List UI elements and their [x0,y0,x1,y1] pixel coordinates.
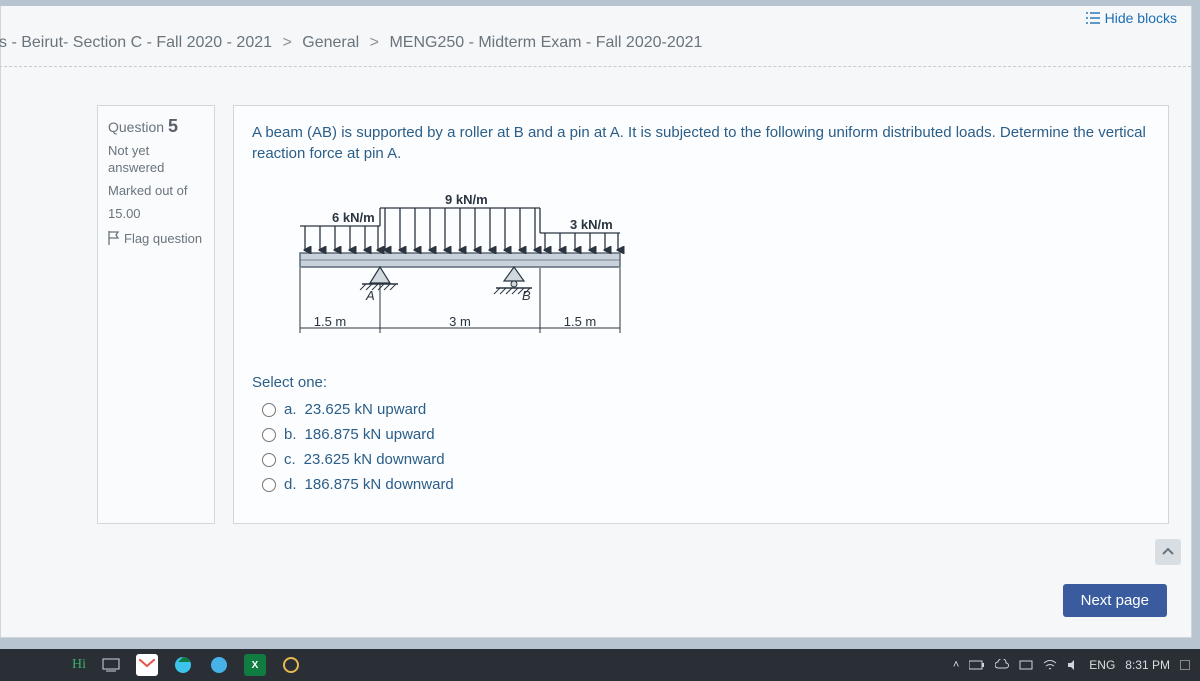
answer-letter: d. [284,474,297,495]
hide-blocks-label: Hide blocks [1105,10,1177,26]
cortana-text[interactable]: Hi [72,657,86,673]
volume-icon[interactable] [1067,659,1079,671]
svg-text:3 m: 3 m [449,314,471,329]
svg-text:1.5 m: 1.5 m [314,314,347,329]
tray-time[interactable]: 8:31 PM [1125,658,1170,672]
question-number-value: 5 [168,116,178,136]
windows-taskbar[interactable]: Hi X ˄ ENG 8:31 PM [0,649,1200,681]
battery-icon[interactable] [969,659,985,671]
app-icon[interactable] [280,654,302,676]
question-status: Not yet answered [108,143,204,177]
select-one-label: Select one: [252,372,1150,393]
flag-question-link[interactable]: Flag question [108,231,204,246]
next-page-button[interactable]: Next page [1063,584,1167,617]
answer-options: a. 23.625 kN upward b. 186.875 kN upward… [262,399,1150,495]
page-container: Hide blocks s - Beirut- Section C - Fall… [0,6,1192,638]
answer-option[interactable]: a. 23.625 kN upward [262,399,1150,420]
svg-text:B: B [522,288,531,303]
answer-radio[interactable] [262,478,276,492]
wifi-icon[interactable] [1043,659,1057,671]
svg-text:6 kN/m: 6 kN/m [332,210,375,225]
breadcrumb-separator: > [370,34,379,51]
cloud-icon[interactable] [995,659,1009,671]
question-prompt: A beam (AB) is supported by a roller at … [252,122,1150,164]
question-body: A beam (AB) is supported by a roller at … [233,105,1169,524]
answer-option[interactable]: b. 186.875 kN upward [262,424,1150,445]
question-marked-label: Marked out of [108,183,204,200]
list-icon [1085,11,1101,25]
chevron-up-icon[interactable]: ˄ [953,659,959,671]
answer-radio[interactable] [262,403,276,417]
answer-text: 186.875 kN upward [305,424,435,445]
answer-radio[interactable] [262,453,276,467]
question-marked-value: 15.00 [108,206,204,223]
svg-text:3 kN/m: 3 kN/m [570,217,613,232]
question-number: Question 5 [108,116,204,137]
breadcrumb-item[interactable]: s - Beirut- Section C - Fall 2020 - 2021 [0,34,272,51]
answer-letter: c. [284,449,296,470]
svg-text:1.5 m: 1.5 m [564,314,597,329]
edge-icon[interactable] [172,654,194,676]
breadcrumb-item[interactable]: General [302,34,359,51]
flag-question-label: Flag question [124,231,202,246]
question-meta-panel: Question 5 Not yet answered Marked out o… [97,105,215,524]
answer-text: 186.875 kN downward [305,474,454,495]
answer-option[interactable]: d. 186.875 kN downward [262,474,1150,495]
answer-radio[interactable] [262,428,276,442]
svg-text:9 kN/m: 9 kN/m [445,192,488,207]
answer-text: 23.625 kN downward [304,449,445,470]
excel-icon[interactable]: X [244,654,266,676]
hide-blocks-link[interactable]: Hide blocks [1085,10,1177,26]
gmail-icon[interactable] [136,654,158,676]
system-tray[interactable]: ˄ ENG 8:31 PM [953,658,1190,672]
network-icon[interactable] [1019,659,1033,671]
app-icon[interactable] [208,654,230,676]
answer-letter: a. [284,399,297,420]
tray-language[interactable]: ENG [1089,658,1115,672]
breadcrumb-separator: > [282,34,291,51]
beam-diagram: 1.5 m 3 m 1.5 m [270,178,650,358]
chevron-up-icon [1162,546,1174,558]
answer-letter: b. [284,424,297,445]
flag-icon [108,231,120,245]
scroll-top-button[interactable] [1155,539,1181,565]
question-label: Question [108,119,164,135]
notifications-icon[interactable] [1180,660,1190,670]
breadcrumb-item[interactable]: MENG250 - Midterm Exam - Fall 2020-2021 [389,34,702,51]
breadcrumb: s - Beirut- Section C - Fall 2020 - 2021… [0,6,1191,67]
answer-option[interactable]: c. 23.625 kN downward [262,449,1150,470]
svg-text:A: A [365,288,375,303]
task-view-icon[interactable] [100,654,122,676]
answer-text: 23.625 kN upward [305,399,427,420]
